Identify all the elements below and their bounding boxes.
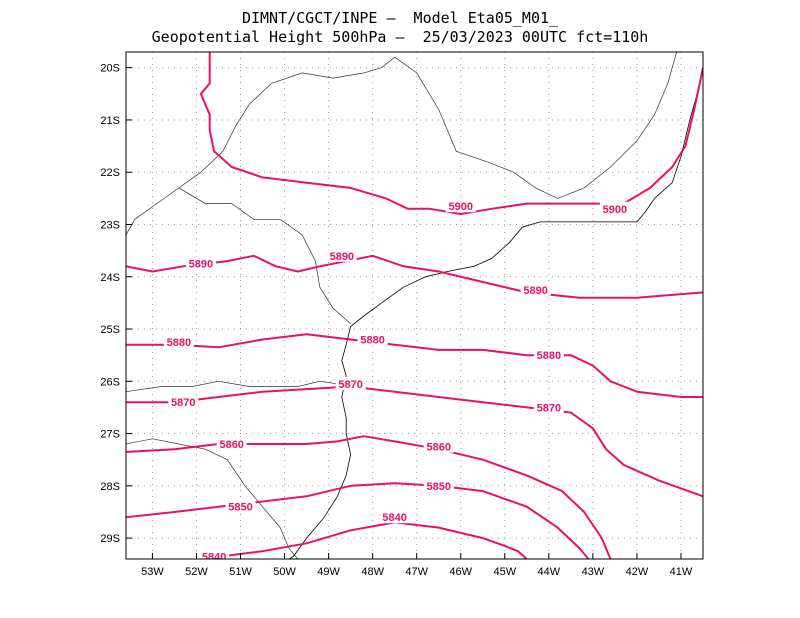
contour-label-5890: 5890 <box>189 259 213 271</box>
state-border <box>125 56 395 236</box>
lon-tick-label: 52W <box>185 566 208 578</box>
geographic-boundaries <box>125 51 704 560</box>
contour-label-bg <box>216 437 247 451</box>
lon-tick-label: 47W <box>405 566 428 578</box>
lon-tick-label: 50W <box>273 566 296 578</box>
contour-5870 <box>126 385 703 498</box>
geopotential-contours: 5900 5900 5890 5890 5890 5880 5880 5880 5870 5870… <box>126 52 703 563</box>
lon-tick-label: 48W <box>361 566 384 578</box>
lon-tick-label: 45W <box>493 566 516 578</box>
contour-5850 <box>126 482 590 559</box>
contour-label-bg <box>599 201 630 215</box>
contour-label-5890: 5890 <box>523 285 547 297</box>
lat-tick-label: 22S <box>100 167 120 179</box>
contour-label-5890: 5890 <box>330 251 354 263</box>
lon-tick-label: 43W <box>582 566 605 578</box>
contour-label-bg <box>326 248 357 262</box>
contour-label-bg <box>168 395 199 409</box>
contour-label-5860: 5860 <box>219 439 243 451</box>
contour-label-bg <box>199 549 230 559</box>
lon-tick-label: 42W <box>626 566 649 578</box>
contour-label-bg <box>533 400 564 414</box>
contour-label-bg <box>163 335 194 349</box>
contour-5900 <box>199 52 703 215</box>
lon-tick-label: 41W <box>670 566 693 578</box>
contour-label-bg <box>225 499 256 513</box>
map-gridlines <box>126 52 703 559</box>
contour-label-5870: 5870 <box>171 397 195 409</box>
contour-label-5880: 5880 <box>537 350 561 362</box>
map-frame <box>125 51 704 560</box>
lat-tick-label: 21S <box>100 115 120 127</box>
lon-tick-label: 51W <box>229 566 252 578</box>
lat-tick-label: 26S <box>100 376 120 388</box>
contour-label-5900: 5900 <box>603 204 627 216</box>
map-title-line-1: DIMNT/CGCT/INPE – Model Eta05_M01_ <box>241 9 559 27</box>
contour-label-5880: 5880 <box>167 337 191 349</box>
contour-5840 <box>200 521 528 559</box>
contour-5880 <box>126 333 703 398</box>
contour-label-5850: 5850 <box>426 481 450 493</box>
map-title-line-2: Geopotential Height 500hPa – 25/03/2023 … <box>151 28 649 46</box>
lat-tick-label: 29S <box>100 533 120 545</box>
contour-label-bg <box>357 332 388 346</box>
lat-tick-label: 23S <box>100 219 120 231</box>
lat-tick-label: 27S <box>100 429 120 441</box>
contour-label-bg <box>423 478 454 492</box>
coastline <box>350 67 704 327</box>
contour-5860 <box>126 435 612 559</box>
contour-label-bg <box>379 510 410 524</box>
contour-label-5870: 5870 <box>338 379 362 391</box>
contour-label-5880: 5880 <box>360 334 384 346</box>
lon-tick-label: 53W <box>141 566 164 578</box>
contour-label-bg <box>185 256 216 270</box>
contour-label-5860: 5860 <box>426 442 450 454</box>
state-border <box>125 380 338 393</box>
contour-label-5870: 5870 <box>537 402 561 414</box>
contour-label-bg <box>533 348 564 362</box>
contour-label-5850: 5850 <box>228 502 252 514</box>
coastline-south <box>288 326 352 560</box>
lat-tick-label: 25S <box>100 324 120 336</box>
lon-tick-label: 44W <box>538 566 561 578</box>
contour-label-bg <box>423 439 454 453</box>
contour-label-5900: 5900 <box>449 201 473 213</box>
state-border <box>178 187 351 325</box>
contour-label-5840: 5840 <box>382 512 406 524</box>
contour-label-bg <box>520 282 551 296</box>
lat-tick-label: 20S <box>100 63 120 75</box>
lon-tick-label: 46W <box>449 566 472 578</box>
lon-tick-label: 49W <box>317 566 340 578</box>
contour-label-bg <box>335 376 366 390</box>
state-border <box>125 438 299 560</box>
lat-tick-label: 28S <box>100 481 120 493</box>
lat-tick-label: 24S <box>100 272 120 284</box>
state-border <box>394 51 677 199</box>
contour-label-bg <box>445 199 476 213</box>
contour-label-5840: 5840 <box>202 551 226 563</box>
